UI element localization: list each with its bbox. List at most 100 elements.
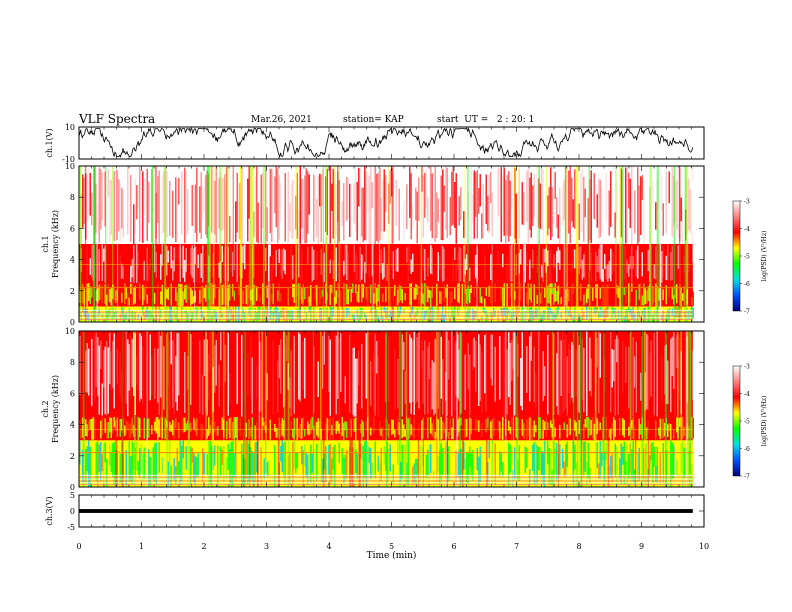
spectral-streak [367,247,369,260]
spectral-streak [482,249,484,281]
spectral-streak [227,443,229,470]
spectral-streak [185,361,187,405]
spectral-streak [323,285,325,305]
spectral-streak [620,422,622,438]
spectral-streak [632,440,634,483]
spectral-streak [257,261,259,283]
y-tick-label: 0 [70,483,75,492]
spectral-streak [82,417,84,438]
spectral-streak [601,306,603,319]
impulse-line [209,166,211,322]
spectral-streak [542,451,544,486]
spectral-streak [376,309,378,321]
spectral-streak [598,288,600,303]
spectral-streak [550,283,552,306]
spectral-streak [82,284,84,304]
spectral-streak [82,336,84,408]
spectral-streak [308,296,310,307]
spectral-streak [284,292,286,300]
spectral-streak [554,448,556,474]
spectral-streak [256,365,258,399]
spectral-streak [634,313,636,322]
spectral-streak [482,184,484,239]
impulse-line [164,166,167,322]
spectral-streak [491,244,493,283]
spectral-streak [394,284,396,297]
spectral-streak [397,247,399,272]
spectral-streak [245,172,247,221]
spectral-streak [496,257,498,270]
spectral-streak [379,463,381,484]
spectral-streak [185,446,187,470]
spectral-streak [610,428,612,440]
spectral-streak [335,421,337,434]
spectral-streak [223,283,225,305]
spectral-streak [133,204,135,244]
spectral-streak [443,185,445,212]
spectral-streak [503,331,505,417]
y-tick-label: 8 [70,193,75,202]
spectral-streak [449,337,451,364]
spectral-streak [280,422,282,438]
spectral-streak [628,307,630,313]
spectral-streak [173,308,175,319]
spectral-streak [235,201,237,242]
spectral-streak [380,249,382,274]
spectral-streak [451,427,453,440]
spectral-streak [604,358,606,392]
spectral-streak [415,418,417,440]
spectral-streak [449,291,451,306]
spectral-streak [316,356,318,402]
spectral-streak [595,166,597,244]
spectral-streak [266,373,268,401]
spectral-streak [544,440,546,487]
spectral-streak [89,344,91,407]
spectral-streak [305,312,307,321]
colorbar-label: log(PSD) (V²/Hz) [761,231,768,282]
spectral-streak [454,286,456,300]
spectral-streak [245,333,247,416]
spectral-streak [340,332,342,392]
spectral-streak [440,312,442,320]
impulse-line [112,166,114,322]
spectral-streak [98,284,100,301]
spectral-streak [181,370,183,405]
spectral-streak [403,249,405,272]
spectral-streak [361,187,363,237]
spectral-streak [380,341,382,415]
spectral-streak [377,419,379,433]
spectral-streak [376,287,378,306]
spectral-streak [191,184,193,226]
spectral-streak [652,245,654,283]
spectral-streak [254,176,256,232]
spectral-streak [616,420,618,439]
spectral-streak [148,418,150,438]
spectral-streak [586,178,588,224]
spectral-streak [290,244,292,282]
spectral-streak [536,418,538,432]
spectral-streak [314,176,316,225]
spectral-streak [508,332,510,398]
spectral-streak [499,335,501,400]
spectral-streak [215,167,217,243]
impulse-line [436,331,438,487]
spectral-streak [380,428,382,437]
spectral-streak [262,172,264,229]
spectral-streak [656,429,658,437]
spectral-streak [595,251,597,282]
spectral-streak [661,251,663,283]
spectral-streak [382,426,384,440]
spectral-streak [560,340,562,396]
spectral-streak [118,179,120,232]
spectral-streak [301,288,303,304]
spectral-streak [347,342,349,413]
spectral-streak [596,442,598,469]
spectral-streak [529,417,531,441]
spectral-streak [664,167,666,207]
spectral-streak [643,307,645,322]
spectral-streak [412,339,414,402]
spectral-streak [292,310,294,320]
spectral-streak [283,284,285,302]
spectral-streak [188,283,190,300]
spectral-streak [571,177,573,222]
